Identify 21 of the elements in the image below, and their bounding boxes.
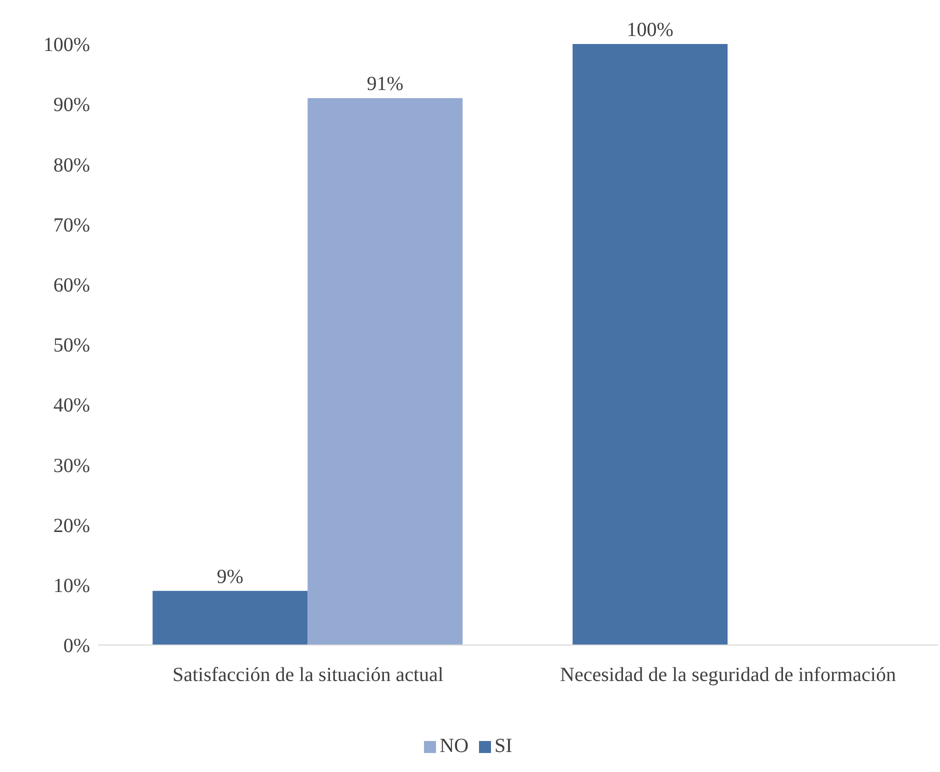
y-tick-label: 80% [53, 154, 90, 176]
x-tick-label: Satisfacción de la situación actual [172, 664, 444, 686]
y-tick-label: 10% [53, 575, 90, 597]
y-tick-label: 60% [53, 274, 90, 296]
data-label: 9% [216, 566, 244, 588]
legend-label: SI [494, 735, 512, 757]
bar [308, 98, 463, 645]
y-tick-label: 40% [53, 394, 90, 417]
x-tick-label: Necesidad de la seguridad de información [560, 664, 896, 686]
y-tick-label: 20% [53, 514, 90, 537]
data-label: 100% [626, 19, 674, 41]
y-tick-label: 100% [43, 34, 90, 56]
y-tick-label: 0% [63, 635, 90, 658]
y-tick-label: 90% [53, 94, 90, 116]
bar [572, 44, 728, 645]
y-tick-label: 30% [53, 454, 90, 477]
y-tick-label: 70% [53, 214, 90, 236]
data-label: 91% [366, 73, 404, 96]
bar [152, 590, 308, 645]
legend-label: NO [440, 735, 469, 757]
y-tick-label: 50% [53, 334, 90, 357]
